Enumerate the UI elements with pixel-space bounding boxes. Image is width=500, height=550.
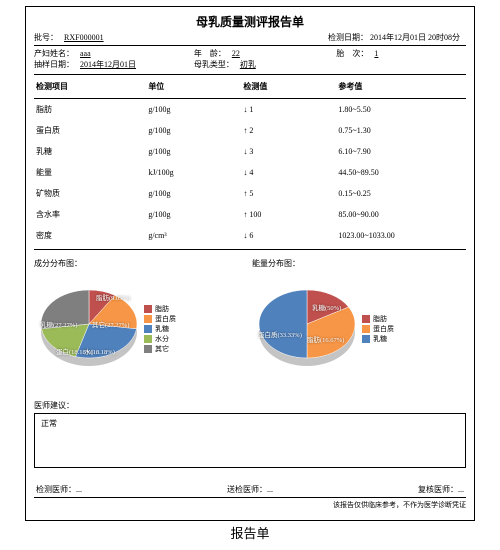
charts-row: 成分分布图： 脂肪(9.09%)其它(27.27%)乳糖(27.27%)蛋白(1… [34, 258, 466, 386]
legend-item: 其它 [144, 344, 176, 354]
report-title: 母乳质量测评报告单 [34, 13, 466, 30]
table-header: 单位 [146, 75, 241, 99]
table-row: 能量kJ/100g↓ 444.50~89.50 [34, 162, 466, 183]
batch-value: RXF000001 [60, 33, 108, 42]
pie-slice-label: 水(18.18%) [84, 346, 115, 356]
legend-swatch [362, 325, 370, 333]
legend-item: 脂肪 [144, 304, 176, 314]
milktype-label: 母乳类型： [194, 59, 234, 70]
testdate-value: 2014年12月01日 20时08分 [370, 33, 460, 42]
mother-label: 产妇姓名： [34, 48, 74, 59]
table-row: 乳糖g/100g↓ 36.10~7.90 [34, 141, 466, 162]
legend-item: 脂肪 [362, 314, 394, 324]
colldate-value: 2014年12月01日 [76, 60, 140, 69]
table-row: 脂肪g/100g↓ 11.80~5.50 [34, 99, 466, 121]
chart2-title: 能量分布图： [252, 258, 466, 269]
table-header: 参考值 [336, 75, 466, 99]
sender-value: ... [267, 485, 273, 494]
pie-slice-label: 蛋白质(33.33%) [258, 329, 302, 339]
legend-item: 水分 [144, 334, 176, 344]
sender-label: 送检医师： [227, 485, 267, 494]
mother-value: aaa [76, 49, 95, 58]
pie-slice-label: 乳糖(50%) [312, 302, 341, 312]
legend-item: 蛋白质 [362, 324, 394, 334]
reviewer-label: 复核医师： [418, 485, 458, 494]
table-row: 蛋白质g/100g↑ 20.75~1.30 [34, 120, 466, 141]
reviewer-value: ... [458, 485, 464, 494]
age-label: 年 龄： [194, 48, 226, 59]
legend-swatch [144, 335, 152, 343]
legend-swatch [144, 345, 152, 353]
table-row: 密度g/cm³↓ 61023.00~1033.00 [34, 225, 466, 250]
table-row: 含水率g/100g↑ 10085.00~90.00 [34, 204, 466, 225]
pie-slice-label: 脂肪(16.67%) [307, 334, 344, 344]
legend-label: 乳糖 [373, 334, 387, 344]
meta-row-3: 抽样日期： 2014年12月01日 母乳类型： 初乳 [34, 59, 466, 70]
table-row: 矿物质g/100g↑ 50.15~0.25 [34, 183, 466, 204]
legend-label: 脂肪 [373, 314, 387, 324]
tester-value: ... [76, 485, 82, 494]
pie-chart-2: 乳糖(50%) 脂肪(16.67%) 蛋白质(33.33%) [252, 274, 362, 384]
chart-composition: 成分分布图： 脂肪(9.09%)其它(27.27%)乳糖(27.27%)蛋白(1… [34, 258, 248, 386]
legend-label: 其它 [155, 344, 169, 354]
advice-label: 医师建议： [34, 400, 466, 411]
legend-label: 乳糖 [155, 324, 169, 334]
legend-item: 蛋白质 [144, 314, 176, 324]
colldate-label: 抽样日期： [34, 59, 74, 70]
legend-label: 蛋白质 [373, 324, 394, 334]
tester-label: 检测医师： [36, 485, 76, 494]
legend-label: 蛋白质 [155, 314, 176, 324]
milktype-value: 初乳 [236, 60, 260, 69]
legend-label: 水分 [155, 334, 169, 344]
table-header: 检测值 [241, 75, 336, 99]
chart-energy: 能量分布图： 乳糖(50%) 脂肪(16.67%) 蛋白质(33.33%) 脂肪蛋白… [252, 258, 466, 386]
advice-box: 正常 [34, 413, 466, 468]
signature-row: 检测医师：... 送检医师：... 复核医师：... [34, 484, 466, 495]
batch-label: 批号： [34, 32, 58, 43]
meta-row-1: 批号： RXF000001 检测日期： 2014年12月01日 20时08分 [34, 32, 466, 43]
chart1-title: 成分分布图： [34, 258, 248, 269]
table-header: 检测项目 [34, 75, 146, 99]
pie-slice-label: 乳糖(27.27%) [40, 319, 77, 329]
pie-slice-label: 其它(27.27%) [92, 319, 129, 329]
age-value: 22 [228, 49, 244, 58]
testdate-label: 检测日期： [328, 32, 368, 43]
results-table: 检测项目单位检测值参考值 脂肪g/100g↓ 11.80~5.50蛋白质g/10… [34, 74, 466, 250]
legend-item: 乳糖 [144, 324, 176, 334]
times-value: 1 [370, 49, 382, 58]
legend-swatch [144, 315, 152, 323]
legend-1: 脂肪蛋白质乳糖水分其它 [144, 304, 176, 354]
footnote: 该报告仅供临床参考，不作为医学诊断凭证 [34, 497, 466, 510]
advice-text: 正常 [41, 419, 57, 428]
times-label: 胎 次： [336, 48, 368, 59]
legend-2: 脂肪蛋白质乳糖 [362, 314, 394, 344]
figure-caption: 报告单 [230, 523, 269, 542]
legend-swatch [362, 335, 370, 343]
pie-chart-1: 脂肪(9.09%)其它(27.27%)乳糖(27.27%)蛋白(18.18%)水… [34, 274, 144, 384]
legend-swatch [144, 325, 152, 333]
legend-item: 乳糖 [362, 334, 394, 344]
pie-slice-label: 脂肪(9.09%) [96, 292, 130, 302]
legend-swatch [362, 315, 370, 323]
legend-label: 脂肪 [155, 304, 169, 314]
meta-row-2: 产妇姓名： aaa 年 龄： 22 胎 次： 1 [34, 48, 466, 59]
report-sheet: 母乳质量测评报告单 批号： RXF000001 检测日期： 2014年12月01… [25, 6, 475, 521]
legend-swatch [144, 305, 152, 313]
